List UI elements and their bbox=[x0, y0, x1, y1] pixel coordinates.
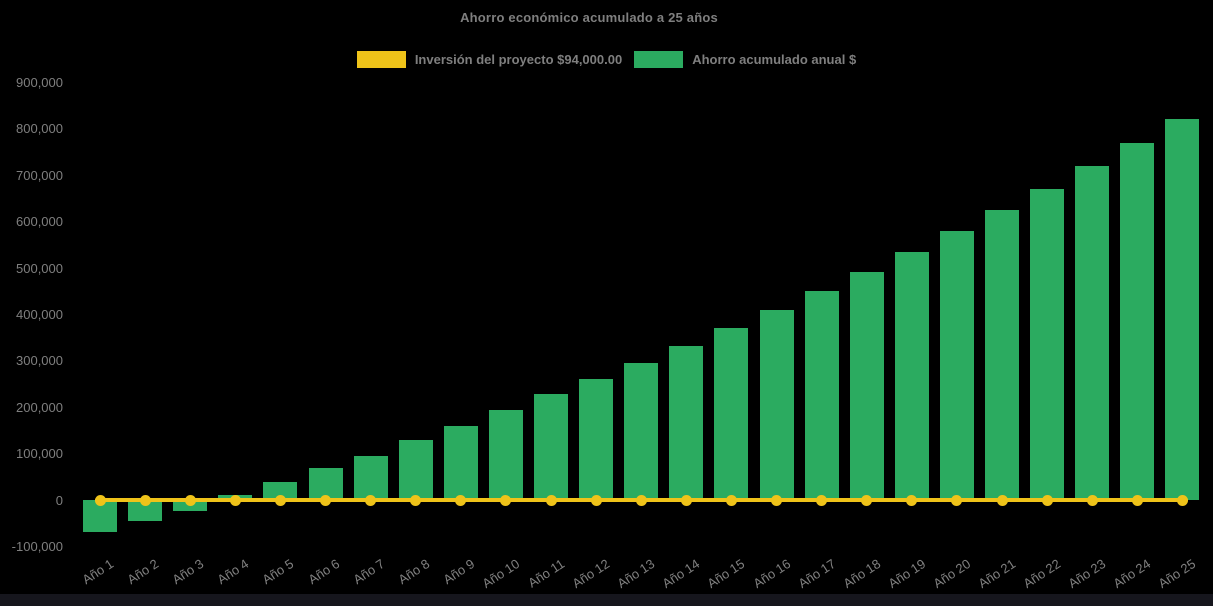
line-point-year-14[interactable] bbox=[680, 494, 692, 506]
bar-year-25[interactable] bbox=[1165, 119, 1200, 500]
line-point-year-24[interactable] bbox=[1131, 494, 1143, 506]
bar-year-10[interactable] bbox=[488, 410, 523, 500]
line-point-year-17[interactable] bbox=[816, 494, 828, 506]
y-axis-label-800000: 800,000 bbox=[16, 121, 63, 137]
bar-year-18[interactable] bbox=[849, 271, 884, 500]
line-point-year-11[interactable] bbox=[545, 494, 557, 506]
line-point-year-9[interactable] bbox=[455, 494, 467, 506]
bar-year-16[interactable] bbox=[759, 309, 794, 500]
legend-item-ahorro[interactable]: Ahorro acumulado anual $ bbox=[634, 51, 856, 68]
bar-year-15[interactable] bbox=[714, 327, 749, 500]
bar-year-12[interactable] bbox=[579, 378, 614, 500]
line-point-year-15[interactable] bbox=[725, 494, 737, 506]
line-point-year-23[interactable] bbox=[1086, 494, 1098, 506]
bar-year-21[interactable] bbox=[985, 209, 1019, 500]
line-point-year-19[interactable] bbox=[906, 494, 918, 506]
legend-swatch-ahorro bbox=[634, 51, 684, 68]
y-axis-label-600000: 600,000 bbox=[16, 214, 63, 230]
y-axis-label-100000: 100,000 bbox=[16, 446, 63, 462]
bar-year-5[interactable] bbox=[263, 482, 298, 500]
line-point-year-13[interactable] bbox=[635, 494, 647, 506]
bottom-bar bbox=[0, 594, 1213, 606]
line-point-year-5[interactable] bbox=[274, 494, 286, 506]
bar-year-20[interactable] bbox=[939, 231, 974, 500]
line-point-year-8[interactable] bbox=[410, 494, 422, 506]
line-point-year-22[interactable] bbox=[1041, 494, 1053, 506]
line-point-year-16[interactable] bbox=[771, 494, 782, 506]
y-axis-label-500000: 500,000 bbox=[16, 260, 63, 276]
legend-swatch-inversion bbox=[356, 51, 406, 68]
chart-legend: Inversión del proyecto $94,000.00 Ahorro … bbox=[0, 51, 1213, 68]
bar-year-2[interactable] bbox=[128, 500, 163, 522]
bar-year-24[interactable] bbox=[1120, 142, 1155, 500]
line-point-year-1[interactable] bbox=[94, 494, 106, 506]
bar-year-13[interactable] bbox=[624, 363, 659, 500]
bar-year-14[interactable] bbox=[669, 346, 704, 500]
line-point-year-10[interactable] bbox=[500, 494, 512, 506]
line-point-year-3[interactable] bbox=[184, 494, 196, 506]
legend-item-inversion[interactable]: Inversión del proyecto $94,000.00 bbox=[356, 51, 623, 68]
bar-year-9[interactable] bbox=[443, 425, 478, 500]
line-point-year-20[interactable] bbox=[951, 494, 963, 506]
bar-year-8[interactable] bbox=[398, 439, 433, 500]
line-point-year-4[interactable] bbox=[229, 494, 241, 506]
bar-year-17[interactable] bbox=[804, 290, 839, 500]
legend-label-inversion: Inversión del proyecto $94,000.00 bbox=[414, 52, 623, 67]
line-point-year-21[interactable] bbox=[996, 494, 1008, 506]
line-point-year-18[interactable] bbox=[861, 494, 873, 506]
y-axis-label-900000: 900,000 bbox=[16, 74, 63, 90]
bar-year-7[interactable] bbox=[353, 455, 388, 500]
line-point-year-25[interactable] bbox=[1176, 494, 1188, 506]
line-point-year-6[interactable] bbox=[320, 494, 331, 506]
bar-year-22[interactable] bbox=[1030, 189, 1065, 500]
bar-year-19[interactable] bbox=[894, 252, 929, 500]
y-axis-label-700000: 700,000 bbox=[16, 167, 63, 183]
y-axis-label-300000: 300,000 bbox=[16, 353, 63, 369]
y-axis-label-200000: 200,000 bbox=[16, 399, 63, 415]
chart-title: Ahorro económico acumulado a 25 años bbox=[460, 10, 718, 25]
bar-year-3[interactable] bbox=[173, 500, 208, 512]
line-point-year-2[interactable] bbox=[139, 494, 151, 506]
y-axis-label--100000: -100,000 bbox=[11, 538, 63, 554]
bar-year-11[interactable] bbox=[534, 394, 568, 500]
legend-label-ahorro: Ahorro acumulado anual $ bbox=[692, 52, 857, 67]
line-point-year-7[interactable] bbox=[365, 494, 377, 506]
y-axis-label-400000: 400,000 bbox=[16, 306, 63, 322]
line-point-year-12[interactable] bbox=[590, 494, 602, 506]
bar-year-23[interactable] bbox=[1075, 166, 1110, 500]
y-axis-label-0: 0 bbox=[55, 492, 63, 508]
